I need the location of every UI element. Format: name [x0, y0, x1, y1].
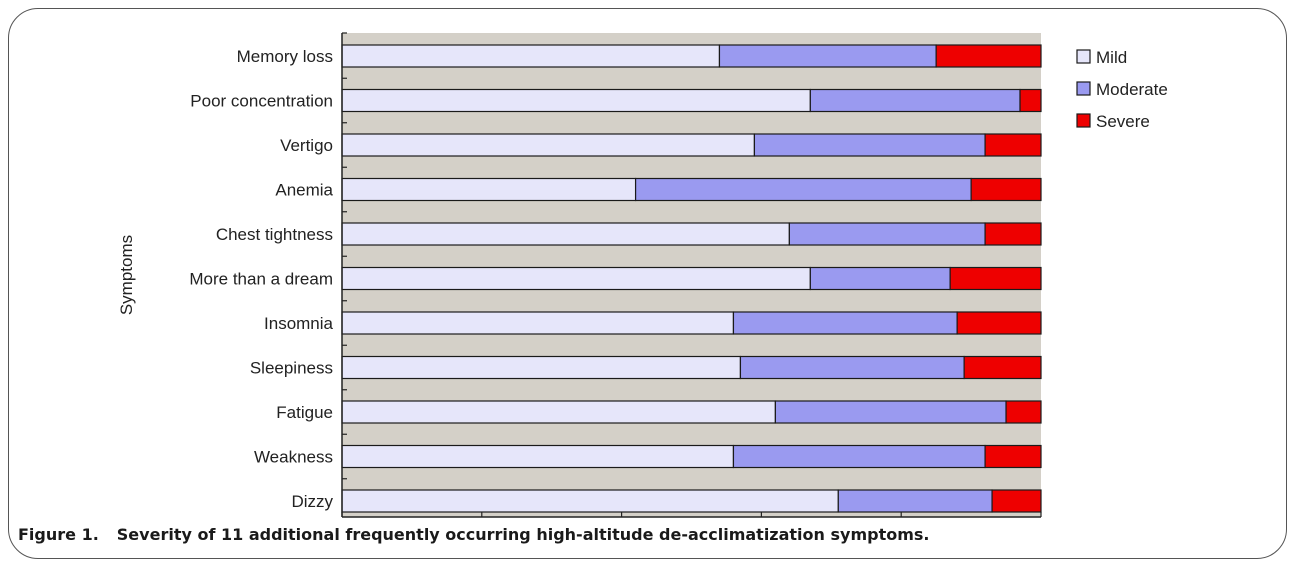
- category-label: Anemia: [275, 181, 333, 200]
- bar-moderate-9: [732, 444, 986, 469]
- figure-caption-text: Severity of 11 additional frequently occ…: [116, 525, 930, 544]
- bar-moderate-0: [718, 44, 937, 68]
- stacked-bar-chart: Memory loss Poor concentration Vertigo Anem…: [117, 32, 1168, 518]
- bar-moderate-8: [774, 400, 1007, 424]
- bar-moderate-7: [739, 355, 965, 380]
- category-label: Fatigue: [276, 403, 333, 422]
- category-label: Chest tightness: [216, 225, 333, 244]
- bar-mild-5: [341, 266, 811, 291]
- legend-label-moderate: Moderate: [1096, 80, 1168, 99]
- bar-moderate-10: [837, 489, 993, 513]
- bar-moderate-4: [788, 222, 986, 246]
- bar-mild-4: [341, 222, 790, 246]
- bar-mild-6: [341, 311, 735, 335]
- bar-mild-2: [341, 133, 756, 157]
- bar-severe-1: [1019, 88, 1042, 113]
- category-label: Sleepiness: [250, 359, 333, 378]
- bar-mild-0: [341, 44, 721, 68]
- category-label: Poor concentration: [190, 92, 333, 111]
- bar-severe-7: [963, 355, 1042, 380]
- legend-label-severe: Severe: [1096, 112, 1150, 131]
- bar-mild-3: [341, 177, 637, 202]
- bar-moderate-3: [634, 177, 972, 202]
- category-label: Vertigo: [280, 136, 333, 155]
- bar-mild-9: [341, 444, 735, 469]
- bar-mild-7: [341, 355, 742, 380]
- figure-number: Figure 1.: [18, 525, 99, 544]
- legend-swatch-severe: [1076, 113, 1091, 128]
- category-label: Weakness: [254, 448, 333, 467]
- bar-severe-2: [984, 133, 1042, 157]
- category-label: Memory loss: [237, 47, 333, 66]
- bar-moderate-6: [732, 311, 958, 335]
- bar-mild-1: [341, 88, 811, 113]
- legend-swatch-mild: [1076, 49, 1091, 64]
- bar-mild-10: [341, 489, 839, 513]
- bar-moderate-5: [809, 266, 951, 291]
- bar-severe-8: [1005, 400, 1042, 424]
- bar-severe-4: [984, 222, 1042, 246]
- bar-severe-0: [935, 44, 1042, 68]
- bar-mild-8: [341, 400, 776, 424]
- legend-label-mild: Mild: [1096, 48, 1127, 67]
- category-label: Insomnia: [264, 314, 334, 333]
- bar-severe-9: [984, 444, 1042, 469]
- category-label: More than a dream: [189, 270, 333, 289]
- bar-severe-5: [949, 266, 1042, 291]
- bar-severe-6: [956, 311, 1042, 335]
- bar-severe-3: [970, 177, 1042, 202]
- bar-moderate-2: [753, 133, 986, 157]
- bar-moderate-1: [809, 88, 1021, 113]
- bar-severe-10: [991, 489, 1042, 513]
- legend-swatch-moderate: [1076, 81, 1091, 96]
- category-label: Dizzy: [291, 492, 333, 511]
- y-axis-label: Symptoms: [117, 235, 136, 315]
- figure-caption: Figure 1. Severity of 11 additional frequ…: [18, 525, 929, 544]
